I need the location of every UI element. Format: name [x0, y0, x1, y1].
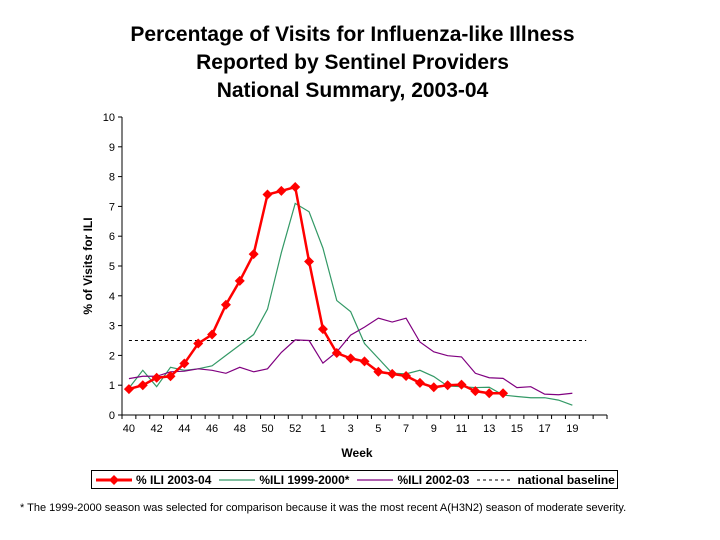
- series-line-1: [128, 202, 573, 406]
- data-point: [220, 299, 231, 310]
- legend-item-1999-2000: %ILI 1999-2000*: [219, 473, 349, 487]
- data-point: [262, 189, 273, 200]
- y-tick-label: 4: [109, 291, 115, 303]
- data-point: [137, 380, 148, 391]
- data-point: [331, 348, 342, 359]
- y-axis-label: % of Visits for ILI: [81, 217, 95, 314]
- x-tick-label: 5: [375, 423, 381, 435]
- y-tick-label: 10: [103, 112, 115, 124]
- y-tick-label: 2: [109, 350, 115, 362]
- data-point: [345, 353, 356, 364]
- data-point: [234, 275, 245, 286]
- data-point: [123, 384, 134, 395]
- x-tick-label: 52: [289, 423, 301, 435]
- x-tick-label: 42: [151, 423, 163, 435]
- data-point: [179, 358, 190, 369]
- x-tick-label: 3: [348, 423, 354, 435]
- legend-line-purple-icon: [357, 478, 394, 481]
- legend-line-red-diamond-icon: [96, 474, 132, 485]
- x-tick-label: 13: [483, 423, 495, 435]
- series-line-0: [128, 185, 504, 395]
- data-point: [498, 388, 509, 399]
- y-tick-label: 6: [109, 231, 115, 243]
- legend-label: national baseline: [517, 472, 615, 487]
- x-tick-label: 7: [403, 423, 409, 435]
- data-point: [248, 249, 259, 260]
- data-point: [276, 185, 287, 196]
- x-tick-label: 48: [234, 423, 246, 435]
- legend-item-baseline: national baseline: [477, 472, 615, 487]
- x-tick-label: 19: [566, 423, 578, 435]
- x-axis-label: Week: [341, 446, 372, 460]
- title-line-1: Percentage of Visits for Influenza-like …: [130, 23, 575, 46]
- title-line-3: National Summary, 2003-04: [216, 79, 489, 102]
- x-tick-label: 1: [320, 423, 326, 435]
- legend-line-green-icon: [219, 478, 256, 481]
- x-tick-label: 9: [431, 423, 437, 435]
- legend: % ILI 2003-04 %ILI 1999-2000* %ILI 2002-…: [91, 470, 618, 489]
- y-tick-label: 9: [109, 142, 115, 154]
- x-tick-label: 46: [206, 423, 218, 435]
- data-point: [387, 368, 398, 379]
- footnote: * The 1999-2000 season was selected for …: [20, 502, 627, 514]
- y-tick-label: 1: [109, 380, 115, 392]
- data-point: [401, 370, 412, 381]
- legend-item-2003-04: % ILI 2003-04: [96, 473, 211, 487]
- data-point: [373, 366, 384, 377]
- chart-title: Percentage of Visits for Influenza-like …: [0, 21, 705, 105]
- x-tick-label: 15: [511, 423, 523, 435]
- data-point: [317, 324, 328, 335]
- x-tick-label: 11: [456, 423, 467, 435]
- y-tick-label: 8: [109, 172, 115, 184]
- x-tick-label: 40: [123, 423, 135, 435]
- legend-label: %ILI 1999-2000*: [259, 472, 350, 487]
- data-point: [193, 338, 204, 349]
- data-point: [470, 386, 481, 397]
- data-point: [151, 372, 162, 383]
- x-tick-label: 50: [261, 423, 273, 435]
- legend-label: %ILI 2002-03: [397, 472, 470, 487]
- data-point: [304, 256, 315, 267]
- legend-label: % ILI 2003-04: [136, 472, 212, 487]
- data-point: [456, 379, 467, 390]
- y-tick-label: 3: [109, 321, 115, 333]
- series-line-2: [128, 317, 573, 396]
- y-tick-label: 5: [109, 261, 115, 273]
- x-tick-label: 17: [539, 423, 551, 435]
- data-point: [359, 356, 370, 367]
- data-point: [414, 377, 425, 388]
- legend-line-dashed-icon: [477, 479, 514, 480]
- data-point: [207, 329, 218, 340]
- title-line-2: Reported by Sentinel Providers: [196, 51, 509, 74]
- data-point: [290, 182, 301, 193]
- data-point: [165, 371, 176, 382]
- y-tick-label: 7: [109, 201, 115, 213]
- legend-item-2002-03: %ILI 2002-03: [357, 473, 469, 487]
- series-lines: [123, 182, 587, 406]
- data-point: [442, 380, 453, 391]
- x-tick-label: 44: [178, 423, 190, 435]
- data-point: [484, 388, 495, 399]
- y-tick-label: 0: [109, 410, 115, 422]
- data-point: [428, 382, 439, 393]
